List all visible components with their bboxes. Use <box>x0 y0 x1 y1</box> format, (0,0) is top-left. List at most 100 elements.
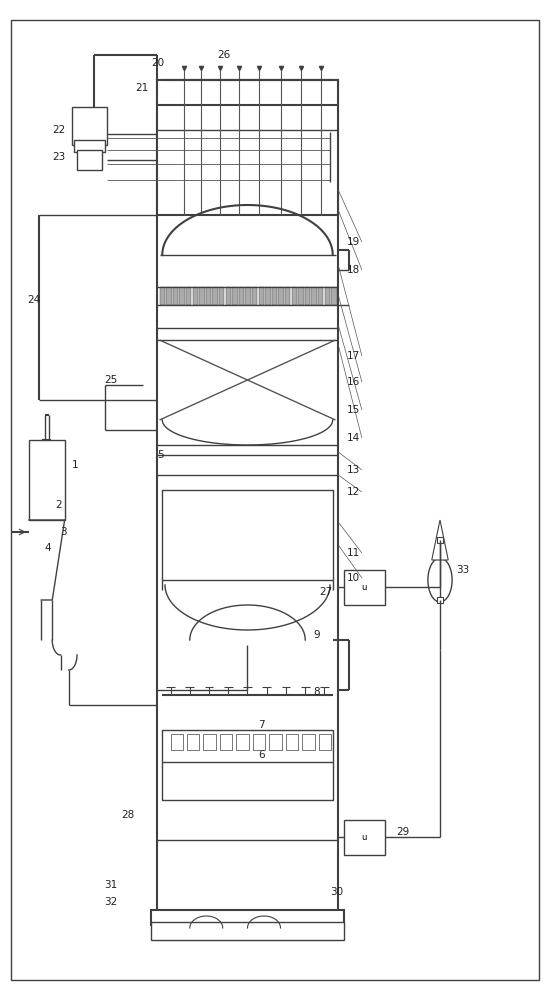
Circle shape <box>294 446 299 454</box>
Circle shape <box>194 762 213 798</box>
Text: 26: 26 <box>217 50 230 60</box>
Circle shape <box>280 505 314 565</box>
Circle shape <box>299 446 303 454</box>
Circle shape <box>428 558 452 602</box>
Text: 25: 25 <box>104 375 118 385</box>
Bar <box>344 570 385 605</box>
Bar <box>258 287 264 305</box>
Text: 4: 4 <box>44 543 51 553</box>
Bar <box>77 150 102 170</box>
Circle shape <box>290 446 294 454</box>
Circle shape <box>255 446 259 454</box>
Bar <box>157 80 338 940</box>
Circle shape <box>333 330 337 338</box>
Text: 1: 1 <box>72 460 78 470</box>
Circle shape <box>171 446 175 454</box>
Text: 20: 20 <box>151 58 164 68</box>
Circle shape <box>288 330 293 338</box>
Circle shape <box>259 446 263 454</box>
Circle shape <box>211 446 215 454</box>
Text: 6: 6 <box>258 750 265 760</box>
Circle shape <box>189 446 193 454</box>
Circle shape <box>184 330 189 338</box>
Circle shape <box>169 330 174 338</box>
Circle shape <box>189 330 194 338</box>
Bar <box>160 287 165 305</box>
Bar <box>286 734 298 750</box>
Circle shape <box>277 446 281 454</box>
Bar <box>278 287 284 305</box>
Text: u: u <box>361 582 367 591</box>
Bar <box>272 287 277 305</box>
Circle shape <box>179 330 184 338</box>
Circle shape <box>234 330 238 338</box>
Circle shape <box>162 446 167 454</box>
Circle shape <box>215 446 219 454</box>
Bar <box>157 80 338 215</box>
Circle shape <box>329 446 334 454</box>
Bar <box>292 287 297 305</box>
Circle shape <box>245 505 278 565</box>
Circle shape <box>244 330 248 338</box>
Bar <box>270 734 282 750</box>
Bar <box>305 287 310 305</box>
Circle shape <box>158 446 162 454</box>
Circle shape <box>308 330 312 338</box>
Text: 5: 5 <box>157 450 163 460</box>
Bar <box>151 922 344 940</box>
Bar <box>186 287 191 305</box>
Circle shape <box>229 330 233 338</box>
Circle shape <box>281 446 285 454</box>
Bar <box>220 734 232 750</box>
Circle shape <box>307 446 312 454</box>
Bar <box>212 287 218 305</box>
Text: 2: 2 <box>55 500 62 510</box>
Text: u: u <box>361 832 367 842</box>
Circle shape <box>298 330 302 338</box>
Text: 8: 8 <box>314 687 320 697</box>
Bar <box>344 820 385 855</box>
Bar <box>74 140 104 152</box>
Circle shape <box>263 446 268 454</box>
Bar <box>253 734 265 750</box>
Circle shape <box>285 446 290 454</box>
Circle shape <box>283 330 288 338</box>
Circle shape <box>212 505 245 565</box>
Circle shape <box>323 330 327 338</box>
Bar <box>187 734 199 750</box>
Bar <box>206 287 211 305</box>
Text: 13: 13 <box>346 465 360 475</box>
Circle shape <box>241 446 246 454</box>
Circle shape <box>239 330 243 338</box>
Circle shape <box>303 446 307 454</box>
Circle shape <box>321 446 325 454</box>
Bar <box>162 730 333 800</box>
Bar <box>173 287 178 305</box>
Circle shape <box>164 330 169 338</box>
Text: 28: 28 <box>121 810 134 820</box>
Circle shape <box>184 446 189 454</box>
Circle shape <box>312 446 316 454</box>
Circle shape <box>303 330 307 338</box>
Circle shape <box>204 330 208 338</box>
Text: 29: 29 <box>396 827 409 837</box>
Bar <box>245 287 251 305</box>
Circle shape <box>273 330 278 338</box>
Circle shape <box>175 446 180 454</box>
Text: 7: 7 <box>258 720 265 730</box>
Circle shape <box>318 330 322 338</box>
Text: 14: 14 <box>346 433 360 443</box>
Circle shape <box>268 330 273 338</box>
Circle shape <box>209 330 213 338</box>
Text: 10: 10 <box>346 573 360 583</box>
Bar <box>162 490 333 580</box>
Bar <box>72 107 107 145</box>
Circle shape <box>316 446 321 454</box>
Circle shape <box>237 446 241 454</box>
Circle shape <box>179 505 212 565</box>
Circle shape <box>180 446 184 454</box>
Text: 16: 16 <box>346 377 360 387</box>
Bar <box>204 734 216 750</box>
Bar <box>302 734 315 750</box>
Circle shape <box>334 446 338 454</box>
